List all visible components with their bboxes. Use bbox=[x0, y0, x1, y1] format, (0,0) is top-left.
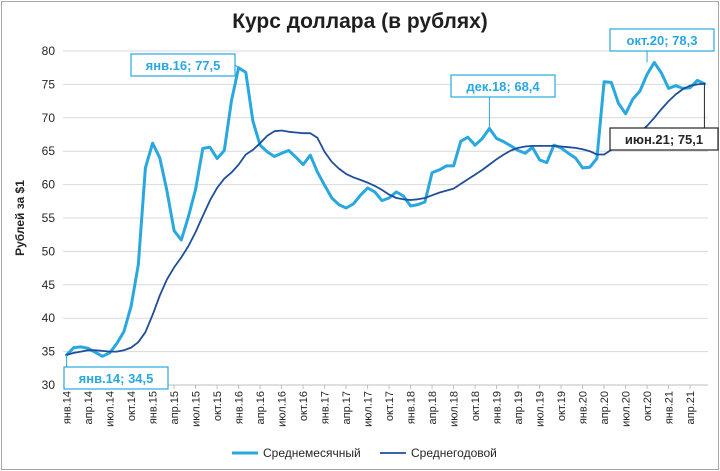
y-tick-label: 45 bbox=[42, 278, 56, 292]
x-tick-label: апр.16 bbox=[255, 391, 267, 424]
x-tick-label: окт.18 bbox=[470, 391, 482, 421]
chart-title: Курс доллара (в рублях) bbox=[232, 10, 488, 33]
x-tick-label: окт.14 bbox=[126, 391, 138, 421]
x-tick-label: июл.17 bbox=[363, 391, 375, 427]
x-tick-label: янв.18 bbox=[406, 391, 418, 424]
callout-box bbox=[130, 53, 236, 77]
x-tick-label: янв.21 bbox=[664, 391, 676, 424]
callout-label: июн.21; 75,1 bbox=[625, 132, 703, 147]
y-tick-label: 75 bbox=[42, 77, 56, 91]
y-tick-label: 55 bbox=[42, 211, 56, 225]
x-tick-label: окт.20 bbox=[642, 391, 654, 421]
y-tick-label: 80 bbox=[42, 44, 56, 58]
callout-label: янв.14; 34,5 bbox=[79, 371, 154, 386]
callout-box bbox=[450, 74, 556, 98]
x-tick-label: апр.19 bbox=[513, 391, 525, 424]
x-tick-label: янв.19 bbox=[492, 391, 504, 424]
y-tick-label: 30 bbox=[42, 378, 56, 392]
x-tick-label: окт.19 bbox=[556, 391, 568, 421]
y-tick-label: 60 bbox=[42, 178, 56, 192]
x-tick-label: июл.20 bbox=[621, 391, 633, 427]
x-tick-label: янв.20 bbox=[578, 391, 590, 424]
y-tick-label: 70 bbox=[42, 111, 56, 125]
x-tick-label: окт.17 bbox=[384, 391, 396, 421]
y-tick-label: 65 bbox=[42, 144, 56, 158]
series-line-monthly bbox=[65, 60, 706, 358]
y-tick-label: 50 bbox=[42, 244, 56, 258]
callout-box bbox=[609, 28, 715, 52]
x-tick-label: янв.16 bbox=[234, 391, 246, 424]
x-tick-label: апр.18 bbox=[427, 391, 439, 424]
callout-label: окт.20; 78,3 bbox=[627, 33, 698, 48]
x-tick-label: июл.15 bbox=[191, 391, 203, 427]
x-tick-label: апр.20 bbox=[599, 391, 611, 424]
x-tick-label: апр.17 bbox=[341, 391, 353, 424]
legend-label: Среднемесячный bbox=[263, 446, 361, 460]
x-tick-label: апр.15 bbox=[169, 391, 181, 424]
x-tick-label: июл.16 bbox=[277, 391, 289, 427]
y-tick-label: 35 bbox=[42, 345, 56, 359]
legend-label: Среднегодовой bbox=[411, 446, 497, 460]
y-axis-label: Рублей за $1 bbox=[13, 180, 27, 256]
x-tick-label: июл.19 bbox=[535, 391, 547, 427]
x-tick-label: окт.16 bbox=[298, 391, 310, 421]
x-tick-label: янв.14 bbox=[62, 391, 74, 424]
callout-box bbox=[63, 366, 169, 390]
x-tick-label: июл.14 bbox=[105, 391, 117, 427]
callout-label: янв.16; 77,5 bbox=[146, 58, 221, 73]
y-tick-label: 40 bbox=[42, 311, 56, 325]
callout-label: дек.18; 68,4 bbox=[466, 79, 540, 94]
x-tick-label: апр.21 bbox=[685, 391, 697, 424]
callout-box bbox=[609, 127, 719, 151]
x-tick-label: окт.15 bbox=[212, 391, 224, 421]
x-tick-label: июл.18 bbox=[449, 391, 461, 427]
series-line-yearly bbox=[65, 82, 706, 356]
x-tick-label: апр.14 bbox=[83, 391, 95, 424]
x-tick-label: янв.17 bbox=[320, 391, 332, 424]
x-tick-label: янв.15 bbox=[148, 391, 160, 424]
